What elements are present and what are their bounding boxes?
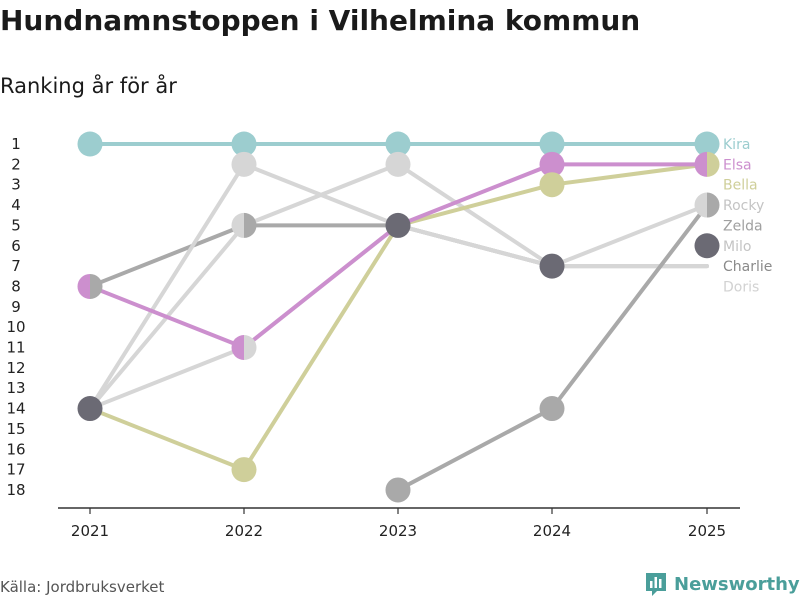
chart-title: Hundnamnstoppen i Vilhelmina kommun [0,4,641,37]
rank-dot [231,151,257,177]
end-label-rocky: Rocky [723,198,764,214]
y-tick-label: 14 [6,400,25,418]
bar-chart-icon [646,573,666,596]
series-lines [88,142,709,492]
end-label-milo: Milo [723,239,751,255]
rank-dot [77,273,103,299]
rank-dot [231,212,257,238]
rank-dot [385,477,411,503]
end-label-zelda: Zelda [723,218,763,234]
rank-dot [231,335,257,360]
y-tick-label: 15 [6,420,25,438]
y-tick-label: 4 [11,196,21,214]
end-label-elsa: Elsa [723,157,752,173]
rank-dot [385,151,411,177]
rank-dot [539,396,565,422]
x-tick-label: 2021 [71,522,109,540]
series-line-doris [88,223,709,411]
y-tick-label: 18 [6,481,25,499]
y-tick-label: 9 [11,298,21,316]
rank-dot [539,253,565,279]
rank-dot [539,172,565,198]
y-tick-label: 8 [11,277,21,295]
rank-dot [385,212,411,238]
rank-dot [231,457,257,483]
y-tick-label: 1 [11,135,21,153]
y-tick-label: 13 [6,379,25,397]
rank-dot [539,151,565,177]
end-label-charlie: Charlie [723,259,772,275]
rank-dot [385,131,411,157]
rank-dot [694,233,720,259]
series-line-bella [88,162,709,472]
x-tick-label: 2022 [225,522,263,540]
x-tick-label: 2024 [533,522,571,540]
end-labels: Kira Elsa Bella Rocky Zelda Milo Charlie Doris [723,137,772,295]
series-line-elsa [88,162,709,350]
end-label-bella: Bella [723,178,758,194]
rank-dot [694,192,720,218]
end-label-doris: Doris [723,279,759,295]
y-tick-label: 3 [11,176,21,194]
rank-dot [539,131,565,157]
y-tick-label: 16 [6,440,25,458]
end-label-kira: Kira [723,137,750,153]
source-note: Källa: Jordbruksverket [0,578,165,596]
y-tick-label: 5 [11,216,21,234]
rank-dot [694,131,720,157]
brand-logo[interactable]: Newsworthy [644,570,800,598]
brand-name: Newsworthy [674,573,800,595]
y-tick-label: 7 [11,257,21,275]
rank-dot [77,396,103,422]
chart-subtitle: Ranking år för år [0,74,177,98]
y-tick-label: 12 [6,359,25,377]
series-line-milo [396,203,709,492]
x-axis: 2021 2022 2023 2024 2025 [71,508,726,540]
y-tick-label: 17 [6,461,25,479]
rank-dot [231,131,257,157]
y-tick-label: 2 [11,155,21,173]
y-tick-label: 11 [6,339,25,357]
rank-dots [77,131,720,503]
y-tick-label: 10 [6,318,25,336]
x-tick-label: 2023 [379,522,417,540]
y-tick-label: 6 [11,237,21,255]
rank-dot [694,151,720,177]
x-tick-label: 2025 [688,522,726,540]
rank-dot [77,131,103,157]
